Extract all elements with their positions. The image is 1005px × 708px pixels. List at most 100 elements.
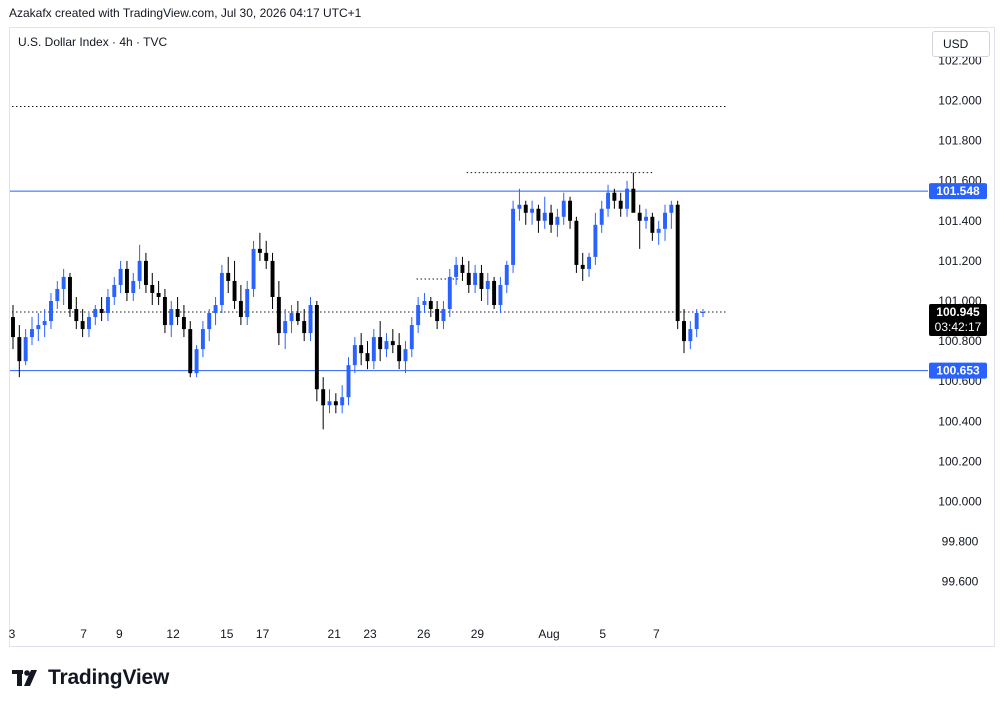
candle-body (181, 317, 186, 330)
chart-panel[interactable] (9, 27, 995, 647)
candle-body (485, 280, 490, 289)
logo-wordmark: TradingView (48, 666, 170, 689)
tradingview-logo[interactable]: TradingView (12, 666, 169, 690)
candle-body (530, 208, 535, 213)
candle-body (143, 260, 148, 285)
candle-body (219, 272, 224, 306)
x-tick-label: 15 (220, 627, 234, 641)
candle-body (359, 345, 364, 354)
countdown-label: 03:42:17 (935, 320, 982, 334)
candle-body (536, 208, 541, 221)
candle-body (207, 313, 212, 330)
candle-body (213, 305, 218, 314)
symbol-title[interactable]: U.S. Dollar Index · 4h · TVC (18, 35, 168, 49)
candle-body (479, 272, 484, 289)
candle-body (637, 212, 642, 221)
candle-body (118, 268, 123, 285)
candle-body (701, 312, 705, 314)
candle-body (403, 349, 408, 362)
candle-body (289, 313, 294, 322)
candle-body (340, 397, 345, 406)
candle-body (492, 280, 497, 306)
y-tick-label: 100.000 (938, 495, 982, 509)
candle-body (498, 284, 503, 306)
candle-body (264, 252, 269, 261)
candle-body (124, 268, 129, 293)
candle-body (93, 309, 98, 318)
candle-body (156, 292, 161, 297)
candle-body (162, 296, 167, 326)
candle-body (105, 296, 110, 314)
candle-body (352, 345, 357, 366)
current-price-label: 100.945 (936, 305, 980, 319)
y-tick-label: 100.200 (938, 454, 982, 468)
candle-body (466, 272, 471, 285)
candle-body (625, 188, 629, 209)
candle-body (694, 313, 699, 330)
candle-body (371, 337, 376, 362)
candle-body (416, 305, 421, 326)
level-price-label: 100.653 (936, 364, 980, 378)
x-tick-label: 23 (363, 627, 377, 641)
candle-body (384, 341, 389, 350)
candle-body (200, 329, 205, 350)
x-tick-label: Aug (538, 627, 559, 641)
candle-body (517, 204, 522, 209)
candle-body (593, 224, 598, 257)
x-tick-label: 17 (256, 627, 270, 641)
candle-body (283, 321, 288, 334)
x-tick-label: 7 (653, 627, 660, 641)
candle-body (669, 204, 674, 213)
candle-body (131, 280, 136, 293)
candle-body (378, 337, 383, 350)
candle-body (409, 325, 414, 350)
candle-body (49, 301, 53, 322)
candle-body (80, 321, 85, 330)
candle-body (302, 321, 307, 334)
chart-credit: Azakafx created with TradingView.com, Ju… (9, 6, 362, 20)
y-tick-label: 102.000 (938, 94, 982, 108)
y-tick-label: 100.400 (938, 414, 982, 428)
y-tick-label: 99.800 (942, 535, 979, 549)
x-tick-label: 5 (599, 627, 606, 641)
candle-body (580, 264, 585, 269)
candle-body (435, 309, 440, 322)
candle-body (238, 301, 243, 318)
x-tick-label: 7 (80, 627, 87, 641)
candle-body (61, 276, 66, 289)
candle-body (663, 212, 667, 229)
candle-body (365, 353, 370, 362)
candle-body (30, 329, 34, 338)
currency-button[interactable]: USD (932, 31, 990, 57)
y-tick-label: 99.600 (942, 575, 979, 589)
x-tick-label: 29 (471, 627, 485, 641)
x-tick-label: 12 (166, 627, 180, 641)
level-price-label-bg (929, 362, 987, 379)
candle-body (150, 284, 155, 293)
candle-body (688, 329, 693, 342)
candle-body (175, 309, 180, 318)
candle-body (314, 305, 319, 390)
candle-body (295, 313, 300, 322)
candle-body (397, 345, 402, 362)
y-tick-label: 101.800 (938, 134, 982, 148)
candle-body (74, 309, 79, 322)
candle-body (257, 248, 262, 253)
candle-body (599, 208, 604, 225)
candle-body (270, 260, 275, 297)
candle-body (606, 192, 611, 209)
tradingview-logo-icon (12, 670, 37, 686)
candle-body (55, 288, 60, 301)
candle-body (460, 264, 465, 273)
candle-body (587, 256, 592, 269)
candle-body (644, 216, 648, 221)
y-tick-label: 101.200 (938, 254, 982, 268)
candle-body (555, 216, 560, 225)
level-price-label-bg (929, 183, 987, 200)
candle-body (23, 337, 28, 362)
candle-body (523, 204, 528, 213)
candle-body (549, 212, 554, 225)
candle-body (346, 365, 351, 398)
current-price-label-bg (929, 304, 987, 337)
